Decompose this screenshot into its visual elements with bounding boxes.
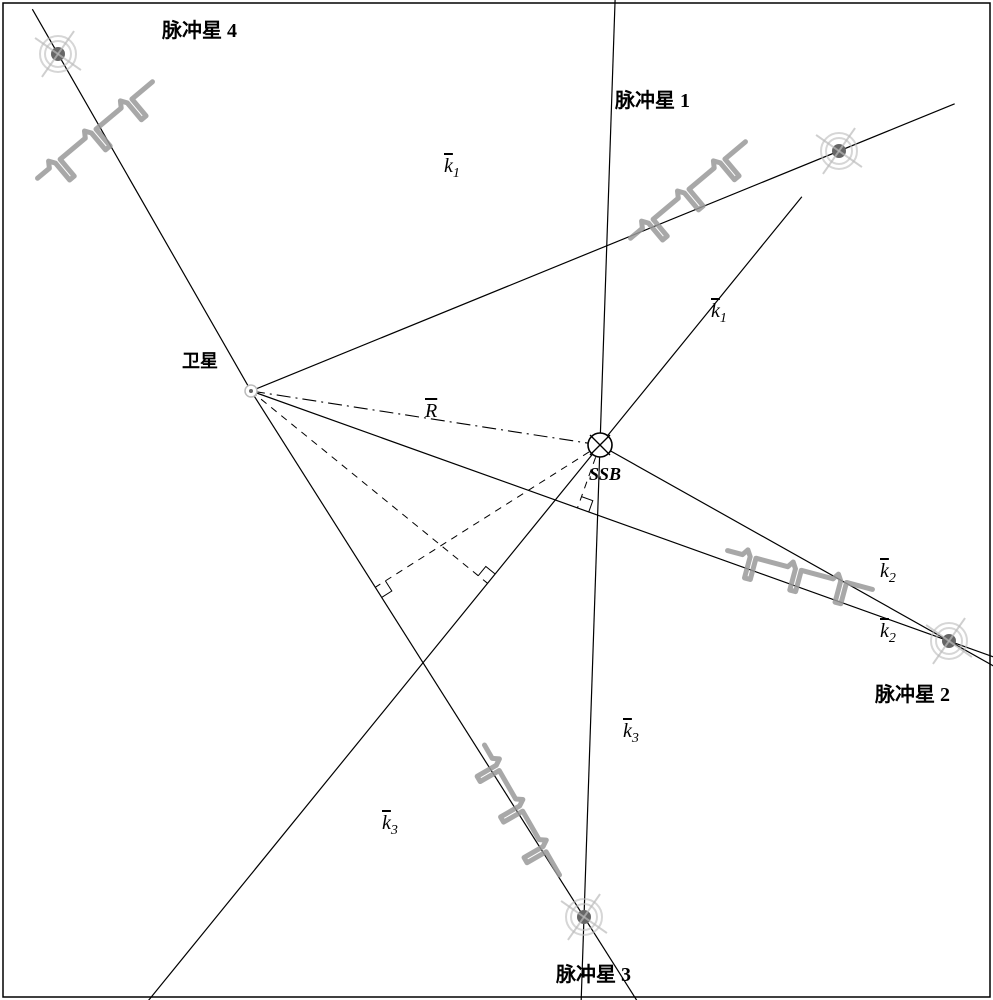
pulse-wave-icon (34, 77, 167, 195)
pulse-wave-icon (722, 545, 874, 611)
label-pulsar-1: 脉冲星 1 (615, 84, 690, 113)
diagram-svg (0, 0, 993, 1000)
label-ssb: SSB (589, 464, 621, 485)
label-pulsar-4: 脉冲星 4 (162, 14, 237, 43)
label-k2-a: k2 (880, 560, 896, 587)
label-satellite: 卫星 (182, 347, 218, 373)
label-pulsar-3: 脉冲星 3 (556, 958, 631, 987)
pulsar-icon (816, 128, 862, 174)
label-k2-b: k2 (880, 620, 896, 647)
label-k3-b: k3 (382, 812, 398, 839)
pulsar-icon (926, 618, 972, 664)
label-pulsar-2: 脉冲星 2 (875, 678, 950, 707)
pulse-wave-icon (627, 137, 760, 255)
label-k1-a: k1 (444, 155, 460, 182)
label-k3-a: k3 (623, 720, 639, 747)
pulse-wave-icon (465, 742, 564, 886)
diagram-stage: 脉冲星 1 脉冲星 2 脉冲星 3 脉冲星 4 卫星 SSB R k1 k1 k… (0, 0, 993, 1000)
label-k1-b: k1 (711, 300, 727, 327)
label-R: R (425, 400, 437, 423)
pulsar-icon (35, 31, 81, 77)
